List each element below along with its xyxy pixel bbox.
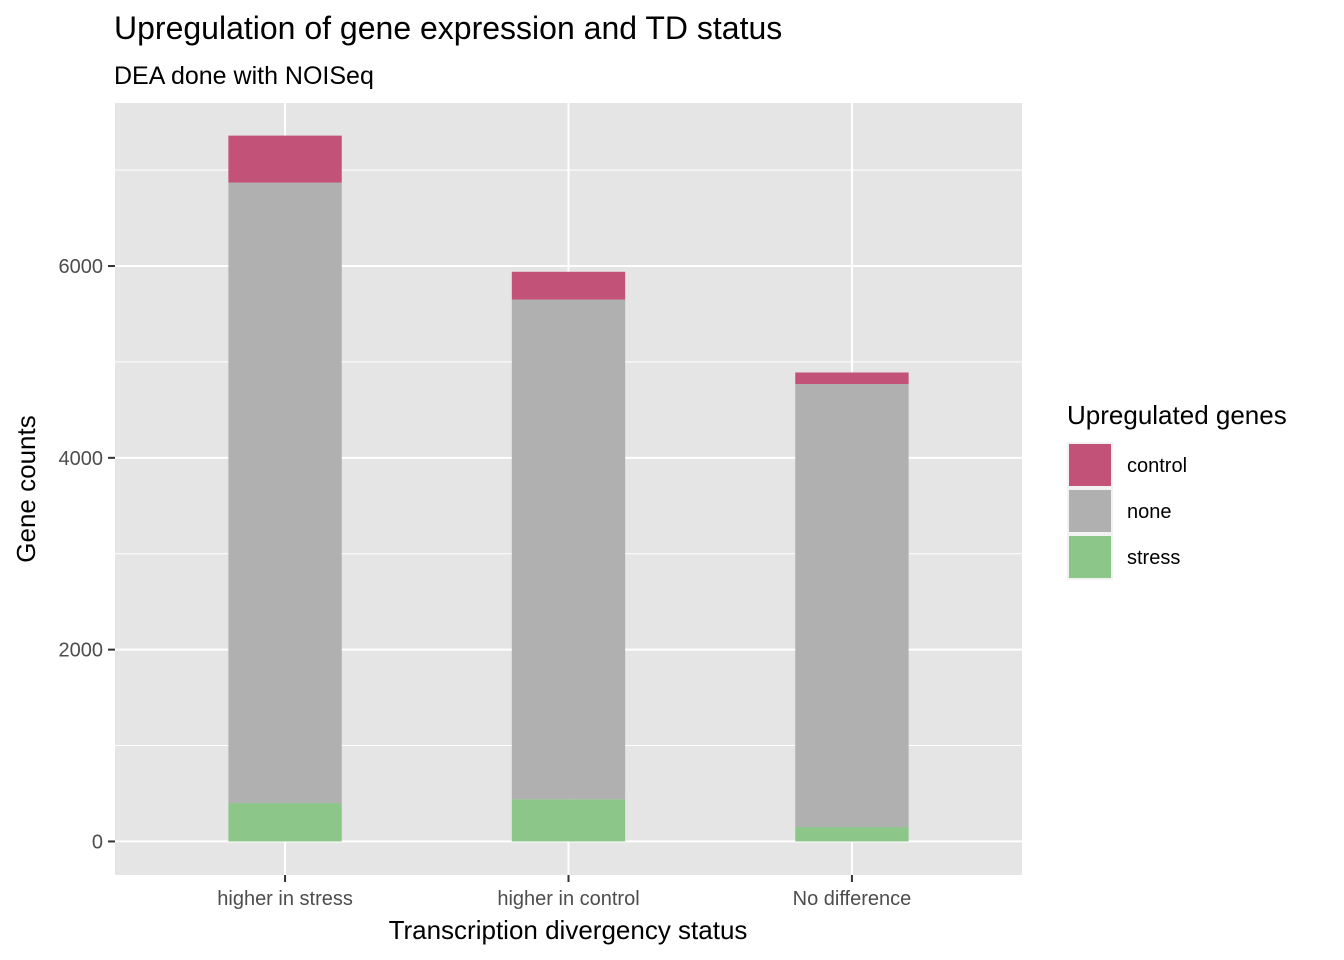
legend-label-none: none: [1127, 501, 1172, 523]
legend-label-control: control: [1127, 455, 1187, 477]
legend: Upregulated genes control none stress: [1067, 400, 1287, 580]
bar-segment-control: [511, 271, 626, 300]
bar-segment-stress: [228, 803, 342, 842]
x-tick-label: higher in control: [497, 888, 639, 910]
bar-segment-none: [511, 299, 626, 800]
y-tick-label: 6000: [59, 256, 104, 278]
legend-swatch-none: [1069, 490, 1111, 532]
x-axis: higher in stress higher in control No diff…: [217, 875, 911, 910]
x-tick-label: higher in stress: [217, 888, 353, 910]
bar-stack-group: [228, 135, 909, 842]
y-axis: 0 2000 4000 6000: [59, 256, 115, 853]
y-tick-label: 4000: [59, 448, 104, 470]
legend-label-stress: stress: [1127, 547, 1180, 569]
bar-segment-none: [795, 383, 909, 828]
bar-segment-control: [228, 135, 342, 183]
legend-swatch-control: [1069, 444, 1111, 486]
y-tick-label: 0: [92, 831, 103, 853]
bar-segment-control: [795, 372, 909, 384]
bar-segment-none: [228, 182, 342, 804]
bar-segment-stress: [795, 827, 909, 842]
y-tick-label: 2000: [59, 640, 104, 662]
legend-title: Upregulated genes: [1067, 400, 1287, 430]
x-tick-label: No difference: [793, 888, 912, 910]
chart-subtitle: DEA done with NOISeq: [114, 62, 374, 90]
bar-segment-stress: [511, 799, 626, 842]
y-axis-title: Gene counts: [11, 415, 41, 562]
legend-swatch-stress: [1069, 536, 1111, 578]
chart-title: Upregulation of gene expression and TD s…: [114, 10, 782, 46]
x-axis-title: Transcription divergency status: [389, 915, 748, 945]
